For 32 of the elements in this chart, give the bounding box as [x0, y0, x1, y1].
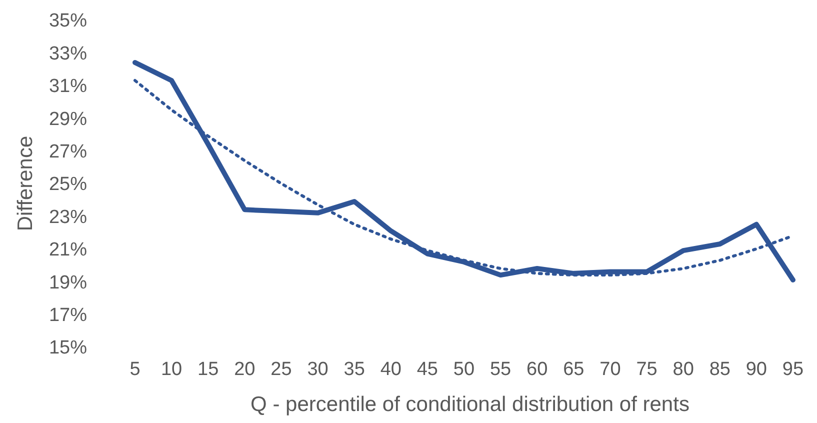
- x-tick-label: 80: [672, 359, 694, 380]
- x-tick-label: 60: [526, 359, 548, 380]
- y-tick-label: 29%: [48, 108, 88, 130]
- x-axis-title: Q - percentile of conditional distribution of rents: [250, 393, 690, 416]
- x-tick-label: 10: [160, 359, 182, 380]
- y-axis-title: Difference: [14, 136, 37, 232]
- y-tick-label: 21%: [48, 240, 88, 261]
- x-tick-label: 85: [709, 359, 730, 380]
- x-tick-label: 40: [380, 359, 402, 380]
- x-tick-label: 75: [636, 359, 658, 380]
- y-tick-label: 35%: [48, 10, 88, 32]
- x-tick-label: 30: [307, 359, 328, 380]
- x-tick-label: 5: [130, 359, 140, 380]
- y-tick-label: 19%: [48, 272, 88, 294]
- x-tick-label: 35: [344, 359, 365, 380]
- x-tick-label: 95: [782, 359, 804, 380]
- y-tick-label: 27%: [48, 141, 88, 162]
- x-tick-label: 90: [746, 359, 768, 380]
- y-tick-label: 33%: [48, 43, 88, 64]
- y-tick-label: 23%: [48, 206, 88, 228]
- x-tick-label: 70: [600, 359, 621, 380]
- y-tick-label: 25%: [48, 174, 88, 196]
- x-tick-label: 20: [234, 359, 256, 380]
- y-tick-label: 15%: [48, 338, 88, 359]
- x-tick-label: 45: [416, 359, 438, 380]
- x-tick-label: 65: [563, 359, 584, 380]
- y-tick-label: 17%: [48, 304, 88, 326]
- x-tick-label: 25: [270, 359, 292, 380]
- x-tick-label: 50: [453, 359, 475, 380]
- x-tick-label: 15: [198, 359, 219, 380]
- x-tick-label: 55: [490, 359, 512, 380]
- y-tick-label: 31%: [48, 76, 88, 98]
